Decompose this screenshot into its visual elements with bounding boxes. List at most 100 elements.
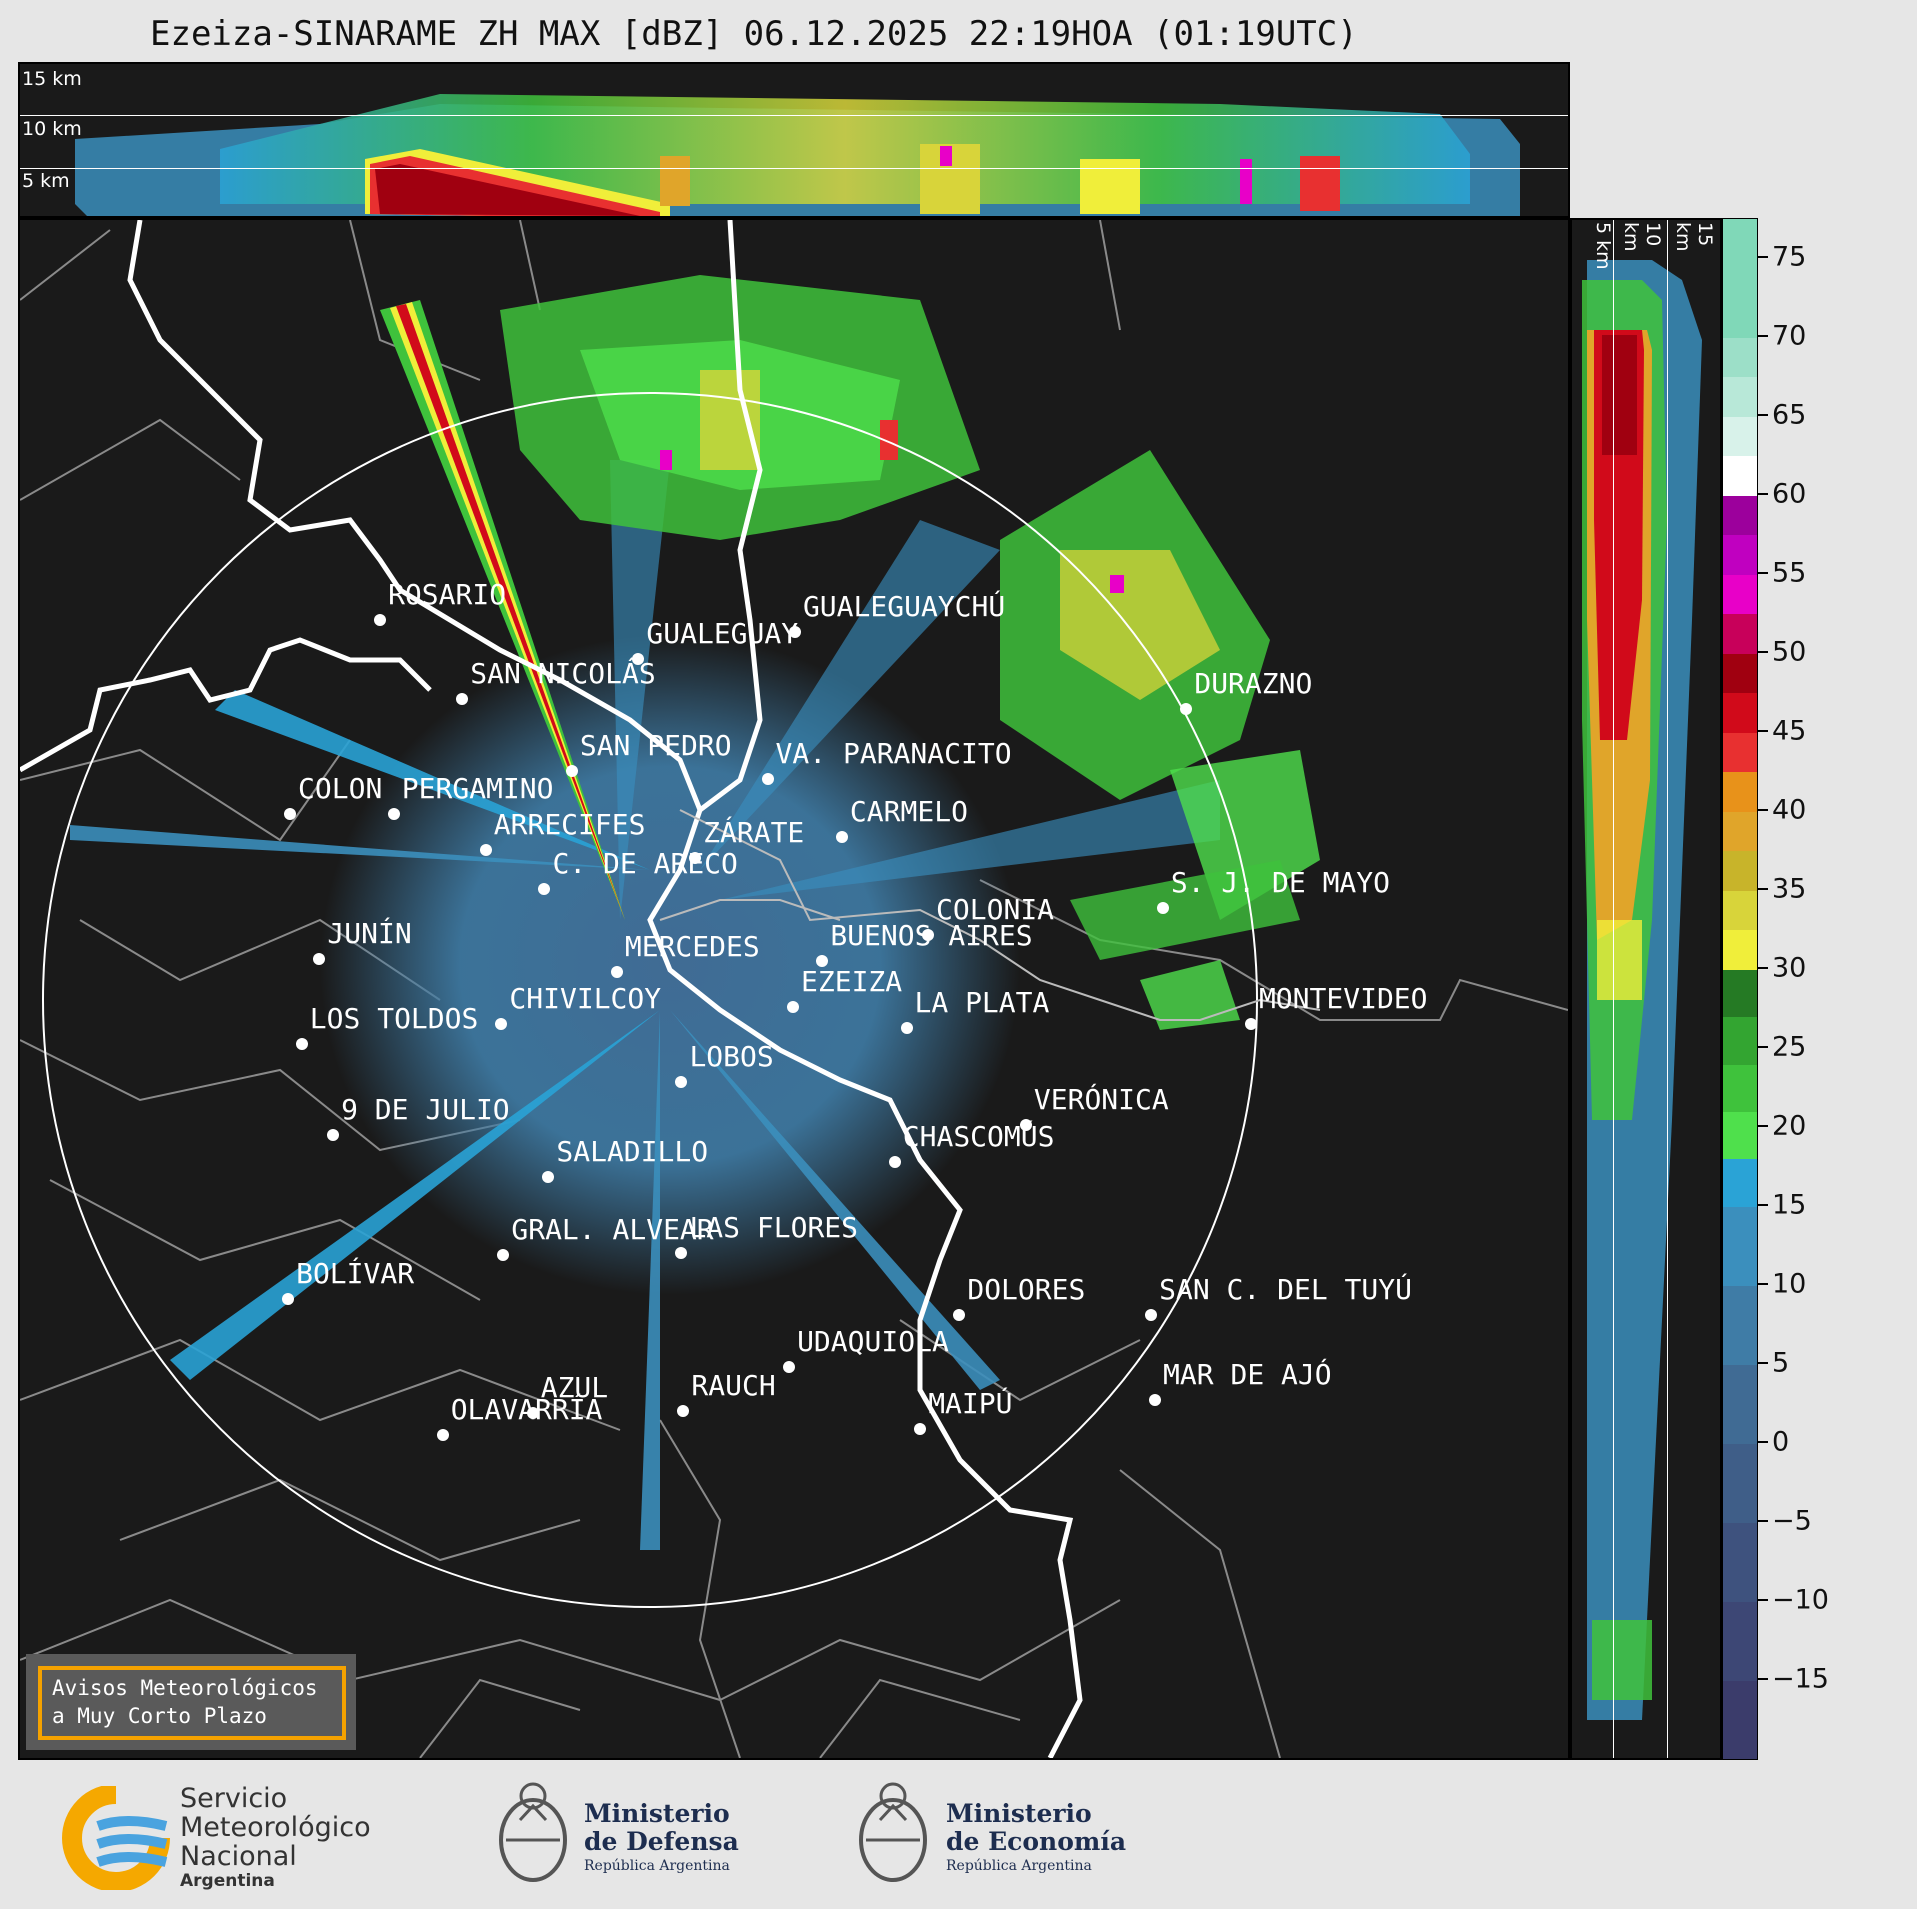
- city-marker: [456, 692, 469, 705]
- colorbar-tick: [1758, 572, 1768, 575]
- economia-line1: Ministerio: [946, 1799, 1092, 1828]
- city-marker: [835, 831, 848, 844]
- city-marker: [675, 1247, 688, 1260]
- city-label: 9 DE JULIO: [341, 1093, 510, 1127]
- city-label: DURAZNO: [1194, 666, 1313, 700]
- city-marker: [761, 773, 774, 786]
- city-marker: [495, 1017, 508, 1030]
- colorbar-tick-label: 0: [1772, 1426, 1790, 1458]
- city-label: VA. PARANACITO: [775, 737, 1012, 771]
- city-marker: [787, 1001, 799, 1013]
- radar-echo-rays: [70, 460, 1220, 1550]
- city-label: ARRECIFES: [493, 807, 646, 841]
- avisos-line2: a Muy Corto Plazo: [52, 1704, 267, 1728]
- colorbar-band: [1723, 850, 1757, 891]
- radar-map-canvas: [20, 220, 1568, 1758]
- city-marker: [313, 953, 326, 966]
- colorbar-tick-label: 35: [1772, 873, 1807, 905]
- coastline: [20, 220, 1083, 1758]
- side-cross-section-reflectivity: [1582, 260, 1702, 1720]
- city-label: LAS FLORES: [689, 1211, 859, 1245]
- colorbar-band: [1723, 1064, 1757, 1112]
- city-label: COLONIA: [936, 892, 1055, 926]
- colorbar-band: [1723, 969, 1757, 1018]
- city-label: COLON: [298, 772, 383, 806]
- colorbar-band: [1723, 534, 1757, 575]
- city-label: PERGAMINO: [401, 772, 554, 806]
- colorbar-tick-label: −5: [1772, 1505, 1812, 1537]
- city-label: GUALEGUAY: [646, 617, 799, 651]
- city-marker: [538, 883, 551, 895]
- colorbar-tick-label: 15: [1772, 1189, 1807, 1221]
- colorbar-tick: [1758, 1204, 1768, 1207]
- defensa-coat-of-arms-icon: [499, 1782, 567, 1882]
- height-label-15km: 15 km: [22, 68, 82, 90]
- city-marker: [900, 1021, 913, 1034]
- city-label: RAUCH: [691, 1368, 776, 1402]
- colorbar-band: [1723, 574, 1757, 615]
- defensa-line2: de Defensa: [584, 1827, 739, 1856]
- avisos-line1: Avisos Meteorológicos: [52, 1676, 318, 1700]
- city-marker: [295, 1038, 308, 1051]
- colorbar-band: [1723, 890, 1757, 931]
- city-label: BOLÍVAR: [296, 1256, 415, 1290]
- avisos-button[interactable]: Avisos Meteorológicos a Muy Corto Plazo: [38, 1666, 346, 1740]
- top-cross-section-panel: 15 km 10 km 5 km: [18, 62, 1570, 218]
- city-label: DOLORES: [967, 1273, 1086, 1307]
- colorbar-band: [1723, 1443, 1757, 1523]
- defensa-line3: República Argentina: [584, 1858, 730, 1874]
- colorbar-band: [1723, 1680, 1757, 1759]
- city-marker: [953, 1309, 966, 1322]
- colorbar-tick-label: 50: [1772, 636, 1807, 668]
- city-marker: [783, 1361, 796, 1374]
- city-marker: [816, 955, 829, 968]
- economia-line2: de Economía: [946, 1827, 1127, 1856]
- radar-map[interactable]: [18, 218, 1570, 1760]
- city-label: MAIPÚ: [928, 1387, 1013, 1421]
- colorbar-band: [1723, 1016, 1757, 1065]
- city-marker: [922, 928, 935, 941]
- colorbar-tick: [1758, 809, 1768, 812]
- colorbar-band: [1723, 613, 1757, 654]
- colorbar-band: [1723, 929, 1757, 970]
- city-label: MONTEVIDEO: [1258, 981, 1428, 1015]
- colorbar-band: [1723, 1206, 1757, 1286]
- defensa-logo-text: Ministerio de Defensa República Argentin…: [584, 1800, 739, 1876]
- colorbar-tick: [1758, 414, 1768, 417]
- city-marker: [479, 843, 492, 856]
- colorbar-tick: [1758, 1362, 1768, 1365]
- city-marker: [788, 626, 801, 639]
- city-marker: [282, 1292, 295, 1305]
- city-label: BUENOS AIRES: [830, 919, 1033, 953]
- avisos-background: [26, 1654, 356, 1750]
- side-height-label-5km: 5 km: [1592, 222, 1614, 270]
- colorbar-band: [1723, 771, 1757, 812]
- city-label: CARMELO: [849, 795, 968, 829]
- colorbar-tick-label: 75: [1772, 241, 1807, 273]
- city-marker: [1156, 901, 1169, 914]
- city-label: ROSARIO: [388, 577, 507, 611]
- colorbar-band: [1723, 653, 1757, 694]
- city-marker: [374, 613, 387, 626]
- storm-cells-north: [500, 275, 980, 540]
- colorbar-band: [1723, 1522, 1757, 1602]
- side-cross-section-panel: 5 km 10 km 15 km: [1570, 218, 1722, 1760]
- colorbar-band: [1723, 376, 1757, 417]
- side-height-label-15km: 15 km: [1672, 222, 1716, 252]
- smn-line2: Meteorológico: [180, 1812, 371, 1843]
- side-height-label-10km: 10 km: [1620, 222, 1664, 252]
- colorbar-tick: [1758, 1125, 1768, 1128]
- city-marker: [387, 808, 400, 821]
- colorbar-tick-label: −15: [1772, 1663, 1829, 1695]
- colorbar-tick-label: 10: [1772, 1268, 1807, 1300]
- colorbar-tick: [1758, 888, 1768, 891]
- city-marker: [284, 808, 297, 821]
- city-marker: [565, 765, 578, 778]
- city-marker: [677, 1404, 690, 1417]
- city-label: ZÁRATE: [703, 815, 805, 849]
- height-label-5km: 5 km: [22, 170, 70, 192]
- city-label: LOS TOLDOS: [309, 1002, 479, 1036]
- city-label: OLAVARRÍA: [450, 1393, 603, 1427]
- city-marker: [1180, 702, 1193, 715]
- colorbar-band: [1723, 692, 1757, 733]
